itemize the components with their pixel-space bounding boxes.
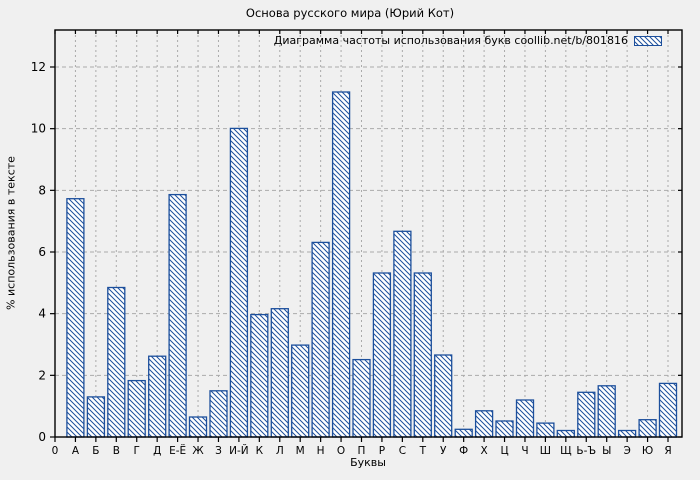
- x-tick-label: Д: [153, 445, 161, 457]
- bar-Ч: [515, 399, 535, 438]
- bar-Ю: [638, 419, 657, 438]
- bar-Л: [270, 308, 289, 438]
- x-tick-label: М: [296, 445, 305, 457]
- bar-Я: [658, 382, 678, 438]
- bar-Е-Ё: [168, 193, 187, 438]
- bar-Д: [148, 355, 167, 438]
- x-axis-label: Буквы: [350, 456, 386, 469]
- x-tick-label: Ц: [500, 445, 508, 457]
- y-tick-label: 12: [31, 60, 46, 74]
- bar-А: [66, 198, 85, 438]
- bar-О: [331, 91, 351, 438]
- x-tick-label: Б: [92, 445, 99, 457]
- x-tick-label: Ч: [521, 445, 528, 457]
- plot-border: [54, 29, 683, 438]
- chart-title: Основа русского мира (Юрий Кот): [245, 6, 455, 20]
- bar-Г: [127, 379, 146, 438]
- x-tick-label: Ь-Ъ: [576, 445, 596, 457]
- bar-Э: [617, 429, 637, 438]
- x-tick-label: Е-Ё: [169, 444, 186, 457]
- x-tick-label: К: [256, 445, 264, 457]
- legend-label: Диаграмма частоты использования букв coo…: [273, 34, 628, 47]
- bar-И-Й: [229, 127, 249, 438]
- x-tick-label: В: [113, 445, 120, 457]
- x-tick-label: Я: [664, 445, 671, 457]
- bar-С: [393, 230, 412, 438]
- bar-Ш: [536, 422, 555, 438]
- axis-ticks: [50, 30, 682, 442]
- y-tick-label: 6: [38, 245, 46, 259]
- bar-К: [250, 313, 269, 438]
- legend: Диаграмма частоты использования букв coo…: [274, 34, 662, 47]
- x-tick-label: Ф: [459, 445, 468, 457]
- y-tick-label: 2: [38, 368, 46, 382]
- y-tick-label: 8: [38, 183, 46, 197]
- x-tick-label: С: [399, 445, 406, 457]
- bar-Ц: [495, 420, 514, 438]
- bar-М: [291, 344, 310, 438]
- y-tick-label: 10: [31, 122, 46, 136]
- y-tick-label: 4: [38, 307, 46, 321]
- legend-swatch-icon: [634, 35, 662, 46]
- bar-З: [209, 390, 228, 438]
- x-tick-label: И-Й: [229, 444, 249, 457]
- x-tick-label: Х: [480, 445, 487, 457]
- bar-Т: [413, 272, 432, 438]
- x-tick-label: Ы: [602, 445, 611, 457]
- y-tick-labels: 0 2 4 6 8 10 12: [31, 60, 46, 444]
- x-tick-label: Э: [623, 445, 630, 457]
- bar-Ф: [454, 428, 473, 438]
- bar-Щ: [556, 429, 575, 438]
- x-tick-label: Л: [276, 445, 284, 457]
- x-tick-label: П: [358, 445, 366, 457]
- x-tick-label: Ш: [540, 445, 551, 457]
- x-tick-label: Т: [419, 445, 427, 457]
- bar-У: [434, 354, 453, 438]
- bar-Н: [311, 241, 330, 438]
- bar-П: [352, 358, 371, 438]
- x-tick-label: Ж: [192, 445, 204, 457]
- x-tick-label: О: [337, 445, 345, 457]
- x-tick-label: А: [72, 445, 80, 457]
- bars: [66, 91, 678, 438]
- x-tick-label: 0: [52, 445, 59, 457]
- x-tick-label: Ю: [642, 445, 653, 457]
- bar-Б: [86, 396, 106, 438]
- bar-Ь-Ъ: [577, 391, 596, 438]
- x-tick-label: Н: [317, 445, 325, 457]
- x-tick-label: Р: [379, 445, 385, 457]
- x-tick-label: У: [440, 445, 447, 457]
- x-tick-label: З: [215, 445, 222, 457]
- x-tick-labels: 0 А Б В Г Д Е-Ё Ж З И-Й К Л М Н О П Р С Т У Ф Х Ц Ч Ш Щ Ь-Ъ Ы Э Ю Я: [52, 444, 672, 457]
- y-tick-label: 0: [38, 430, 46, 444]
- x-tick-label: Г: [134, 445, 140, 457]
- bar-Р: [372, 272, 392, 438]
- bar-В: [107, 286, 126, 438]
- x-tick-label: Щ: [560, 445, 572, 457]
- bar-Ы: [597, 385, 616, 438]
- bar-Х: [474, 410, 494, 438]
- bar-Ж: [188, 416, 208, 438]
